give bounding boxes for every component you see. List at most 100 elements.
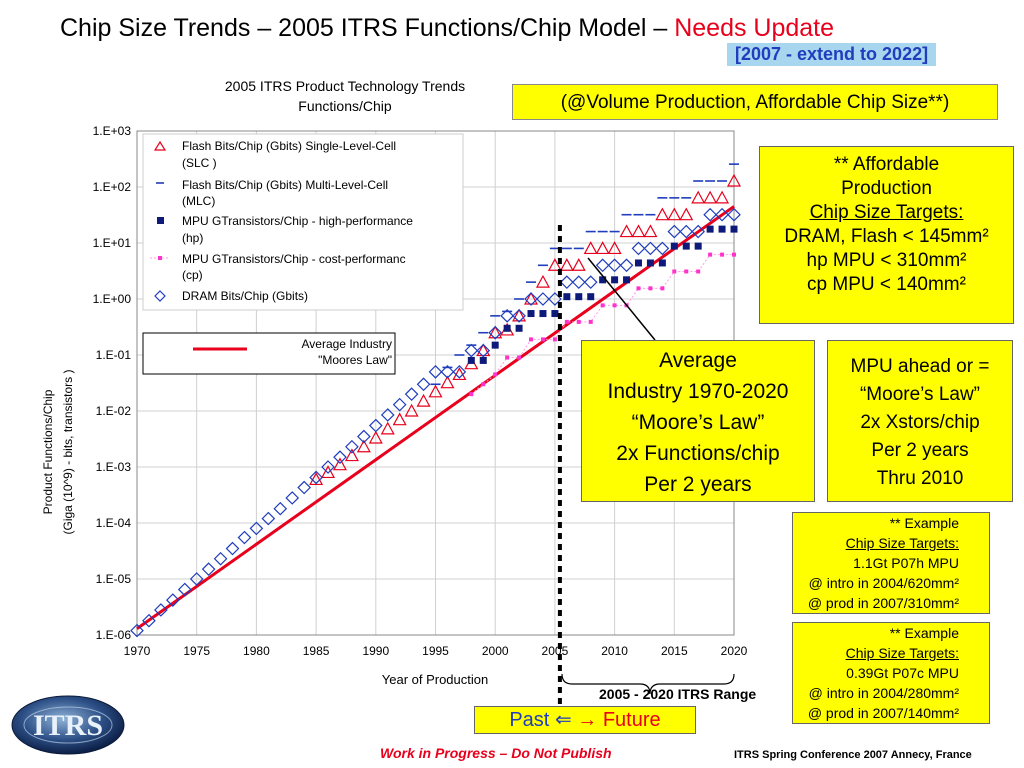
flash-slc-point bbox=[571, 258, 586, 271]
affordable-size-targets-box: ** Affordable Production Chip Size Targe… bbox=[759, 146, 1014, 324]
mpu-cp-point bbox=[660, 286, 665, 291]
legend-entry-flash-slc: Flash Bits/Chip (Gbits) Single-Level-Cel… bbox=[153, 139, 396, 170]
mpu-line1: MPU ahead or = bbox=[850, 356, 990, 377]
dram-point bbox=[261, 511, 276, 526]
dram-point bbox=[488, 325, 503, 340]
slide-title-main: Chip Size Trends – 2005 ITRS Functions/C… bbox=[60, 14, 675, 42]
x-axis-label: Year of Production bbox=[382, 672, 488, 687]
mpu-hp-point bbox=[503, 324, 511, 332]
flash-slc-point bbox=[607, 241, 622, 255]
legend-marker-diamond bbox=[154, 290, 166, 302]
flash-slc-point bbox=[416, 393, 431, 407]
y-tick-label: 1.E-05 bbox=[96, 572, 132, 586]
mpu-cp-point bbox=[612, 303, 617, 308]
y-tick-label: 1.E-03 bbox=[96, 460, 132, 474]
dram-point bbox=[607, 258, 622, 273]
dram-point bbox=[392, 397, 407, 412]
mpu-hp-point bbox=[694, 242, 702, 250]
slide-title: Chip Size Trends – 2005 ITRS Functions/C… bbox=[60, 14, 834, 43]
moores-line4: 2x Functions/chip bbox=[616, 442, 780, 465]
mpu-cp-point bbox=[552, 337, 557, 342]
x-tick-label: 1975 bbox=[183, 644, 210, 658]
mpu-cp-point bbox=[696, 269, 701, 274]
mpu-hp-point bbox=[527, 310, 535, 318]
y-tick-label: 1.E+01 bbox=[93, 236, 132, 250]
dram-point bbox=[345, 439, 359, 454]
mpu-cp-point bbox=[672, 269, 677, 274]
flash-slc-point bbox=[524, 291, 539, 305]
legend-label-flash-mlc-2: (MLC) bbox=[182, 194, 215, 208]
example1-line3: 1.1Gt P07h MPU bbox=[853, 555, 959, 571]
mpu-hp-point bbox=[551, 310, 559, 318]
mpu-cp-point bbox=[732, 252, 736, 257]
moores-law-callout: Average Industry 1970-2020 “Moore’s Law”… bbox=[581, 340, 815, 502]
mpu-cp-point bbox=[720, 252, 725, 257]
x-tick-label: 1990 bbox=[362, 644, 389, 658]
x-tick-label: 1970 bbox=[124, 644, 151, 658]
moores-law-legend: Average Industry "Moores Law" bbox=[142, 332, 396, 375]
x-tick-label: 2000 bbox=[482, 644, 509, 658]
mpu-cp-point bbox=[576, 319, 581, 324]
itrs-logo: ITRS bbox=[11, 695, 125, 755]
x-tick-label: 1995 bbox=[422, 644, 449, 658]
mpu-cp-point bbox=[529, 337, 534, 342]
dram-point bbox=[476, 343, 491, 358]
dram-point bbox=[165, 593, 180, 607]
flash-slc-point bbox=[392, 412, 407, 426]
example1-line4: @ intro in 2004/620mm² bbox=[808, 575, 959, 591]
itrs-range-brace bbox=[561, 673, 735, 695]
dram-point bbox=[655, 241, 670, 256]
flash-slc-point bbox=[404, 403, 419, 417]
flash-slc-point bbox=[428, 384, 443, 398]
flash-slc-point bbox=[667, 207, 682, 221]
flash-slc-point bbox=[595, 241, 610, 255]
dram-point bbox=[583, 275, 598, 289]
dram-point bbox=[297, 480, 312, 495]
moores-law-legend-label-2: "Moores Law" bbox=[318, 353, 392, 367]
mpu-hp-point bbox=[634, 259, 642, 267]
legend-label-flash-slc-1: Flash Bits/Chip (Gbits) Single-Level-Cel… bbox=[182, 139, 396, 153]
mpu-cp-point bbox=[564, 319, 569, 324]
dram-point bbox=[715, 207, 729, 222]
mpu-hp-point bbox=[515, 324, 523, 332]
example2-line1: ** Example bbox=[889, 625, 959, 641]
affordable-line3: Chip Size Targets: bbox=[809, 202, 964, 223]
mpu-hp-point bbox=[491, 341, 499, 349]
legend-marker-square bbox=[157, 217, 164, 224]
flash-slc-point bbox=[344, 448, 359, 462]
mpu-hp-point bbox=[658, 259, 666, 267]
dram-point bbox=[500, 309, 514, 323]
legend-entry-dram: DRAM Bits/Chip (Gbits) bbox=[154, 289, 308, 303]
flash-slc-point bbox=[619, 224, 634, 238]
mpu-cp-point bbox=[636, 286, 641, 291]
past-label: Past bbox=[509, 709, 550, 731]
dram-point bbox=[309, 470, 323, 485]
legend-marker-triangle bbox=[153, 140, 167, 151]
mpu-cp-point bbox=[588, 319, 593, 324]
dram-point bbox=[559, 275, 574, 289]
dram-point bbox=[464, 343, 479, 358]
right-arrow-icon: → bbox=[577, 709, 598, 731]
mpu-hp-point bbox=[539, 310, 547, 318]
flash-slc-point bbox=[476, 343, 491, 357]
y-tick-label: 1.E-01 bbox=[96, 348, 132, 362]
example2-line4: @ intro in 2004/280mm² bbox=[808, 685, 959, 701]
dram-point bbox=[524, 292, 538, 306]
mpu-hp-point bbox=[599, 276, 607, 284]
legend-label-mpu-cp-1: MPU GTransistors/Chip - cost-performanc bbox=[182, 252, 406, 266]
dram-point bbox=[631, 241, 646, 256]
dram-point bbox=[130, 623, 144, 638]
dram-point bbox=[177, 582, 192, 597]
y-tick-label: 1.E+00 bbox=[93, 292, 132, 306]
legend-entry-mpu-cp: MPU GTransistors/Chip - cost-performanc … bbox=[150, 252, 406, 282]
dram-point bbox=[189, 572, 204, 586]
chart-title-line2: Functions/Chip bbox=[298, 98, 392, 114]
y-tick-label: 1.E+02 bbox=[93, 180, 132, 194]
y-axis-label: Product Functions/Chip (Giga (10^9) - bi… bbox=[41, 369, 75, 534]
chart-title-line1: 2005 ITRS Product Technology Trends bbox=[225, 78, 465, 94]
y-tick-labels: 1.E-06 1.E-05 1.E-04 1.E-03 1.E-02 1.E-01 1.E+… bbox=[93, 124, 132, 642]
mpu-cp-point bbox=[493, 372, 498, 377]
dram-point bbox=[213, 551, 228, 566]
dram-point bbox=[201, 562, 216, 576]
x-tick-label: 2005 bbox=[542, 644, 569, 658]
